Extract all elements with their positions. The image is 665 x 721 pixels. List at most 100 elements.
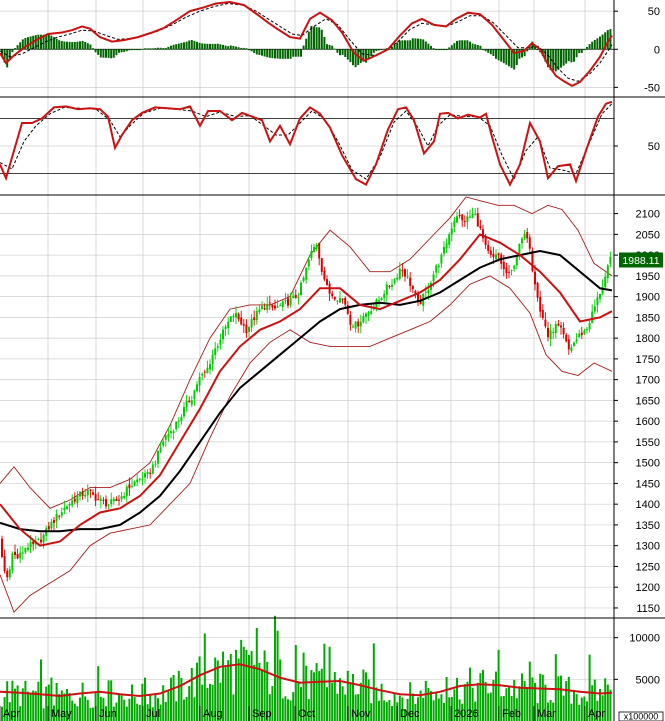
volume-bar bbox=[596, 700, 599, 721]
volume-bar bbox=[37, 681, 40, 721]
candle-body bbox=[432, 274, 435, 282]
volume-bar bbox=[167, 690, 170, 721]
candle-body bbox=[557, 323, 560, 326]
candle-body bbox=[219, 339, 222, 345]
macd-histogram-bar bbox=[414, 38, 417, 50]
volume-bar bbox=[383, 700, 386, 721]
bollinger-upper-band bbox=[0, 196, 613, 509]
candle-body bbox=[170, 431, 172, 434]
candle-body bbox=[274, 305, 276, 309]
volume-bar bbox=[541, 674, 544, 721]
volume-bar bbox=[352, 674, 354, 721]
candle-body bbox=[378, 300, 380, 302]
price-tick-label-13: 1450 bbox=[636, 478, 660, 490]
volume-bar bbox=[500, 696, 503, 721]
candle-body bbox=[107, 504, 110, 506]
macd-histogram-bar bbox=[385, 48, 388, 50]
macd-histogram-bar bbox=[164, 48, 167, 50]
volume-bar bbox=[482, 669, 484, 721]
volume-bar bbox=[320, 668, 323, 721]
candle-body bbox=[307, 259, 310, 267]
price-tick-label-18: 1200 bbox=[636, 582, 660, 594]
volume-bar bbox=[123, 699, 126, 721]
volume-bar bbox=[604, 678, 607, 721]
macd-histogram-bar bbox=[323, 37, 326, 50]
volume-bar bbox=[502, 696, 505, 721]
macd-histogram-bar bbox=[19, 42, 22, 50]
candle-body bbox=[248, 326, 250, 332]
volume-bar bbox=[271, 686, 274, 721]
macd-histogram-bar bbox=[456, 40, 458, 50]
candle-body bbox=[6, 570, 9, 578]
candle-body bbox=[297, 297, 300, 299]
macd-histogram-bar bbox=[42, 34, 45, 50]
macd-histogram-bar bbox=[248, 49, 250, 51]
volume-bar bbox=[237, 658, 240, 721]
candle-body bbox=[258, 309, 261, 312]
volume-bar bbox=[284, 696, 287, 721]
macd-histogram-bar bbox=[476, 45, 479, 50]
candle-body bbox=[198, 377, 201, 386]
volume-tick-label-0: 10000 bbox=[629, 633, 660, 645]
macd-histogram-bar bbox=[393, 44, 396, 50]
candle-body bbox=[206, 367, 209, 374]
macd-histogram-bar bbox=[601, 34, 604, 50]
macd-histogram-bar bbox=[344, 49, 347, 57]
candle-body bbox=[193, 390, 196, 400]
volume-bar bbox=[307, 699, 310, 721]
candle-body bbox=[289, 298, 292, 306]
candle-body bbox=[136, 479, 139, 483]
volume-bar bbox=[505, 688, 508, 721]
macd-histogram-bar bbox=[591, 41, 594, 50]
moving-average-long bbox=[0, 249, 613, 533]
volume-bar bbox=[344, 694, 347, 721]
candle-body bbox=[14, 551, 16, 555]
volume-bar bbox=[68, 693, 71, 721]
volume-bar bbox=[164, 702, 167, 721]
macd-histogram-bar bbox=[224, 45, 227, 50]
volume-bar bbox=[380, 683, 383, 721]
volume-bar bbox=[144, 677, 146, 721]
candle-body bbox=[8, 569, 11, 578]
volume-scale-marker: x100000 bbox=[618, 712, 664, 721]
macd-histogram-bar bbox=[60, 41, 63, 50]
candle-body bbox=[266, 304, 269, 310]
volume-bar bbox=[411, 693, 414, 721]
macd-histogram-bar bbox=[443, 49, 445, 51]
volume-bar bbox=[216, 660, 219, 721]
volume-bar bbox=[27, 691, 29, 721]
macd-histogram-bar bbox=[518, 49, 521, 59]
macd-histogram-bar bbox=[157, 47, 159, 50]
volume-bar bbox=[34, 691, 37, 721]
volume-bar bbox=[66, 689, 68, 721]
candle-body bbox=[232, 315, 235, 317]
volume-bar bbox=[328, 646, 331, 721]
macd-histogram-bar bbox=[567, 49, 570, 62]
volume-bar bbox=[16, 685, 19, 721]
volume-bar bbox=[539, 673, 542, 721]
macd-histogram-bar bbox=[86, 43, 89, 50]
price-tick-label-0: 2100 bbox=[636, 209, 660, 221]
volume-bar bbox=[292, 692, 295, 721]
volume-bar bbox=[245, 650, 248, 721]
volume-bar bbox=[580, 697, 583, 721]
macd-histogram-bar bbox=[401, 40, 404, 50]
volume-bar bbox=[526, 687, 529, 721]
candle-body bbox=[302, 277, 305, 281]
volume-bar bbox=[427, 687, 430, 721]
macd-histogram-bar bbox=[92, 48, 94, 50]
macd-histogram-bar bbox=[479, 45, 482, 50]
candle-body bbox=[310, 251, 313, 259]
volume-bar bbox=[508, 685, 510, 721]
macd-histogram-bar bbox=[193, 40, 196, 50]
macd-histogram-bar bbox=[76, 41, 79, 50]
candle-body bbox=[487, 244, 490, 251]
macd-histogram-bar bbox=[575, 49, 578, 58]
macd-histogram-bar bbox=[305, 38, 308, 50]
volume-bar bbox=[492, 679, 495, 721]
volume-bar bbox=[445, 677, 448, 721]
candle-body bbox=[357, 321, 360, 327]
volume-bar bbox=[365, 672, 367, 721]
volume-bar bbox=[401, 697, 404, 721]
macd-histogram-bar bbox=[424, 41, 427, 50]
